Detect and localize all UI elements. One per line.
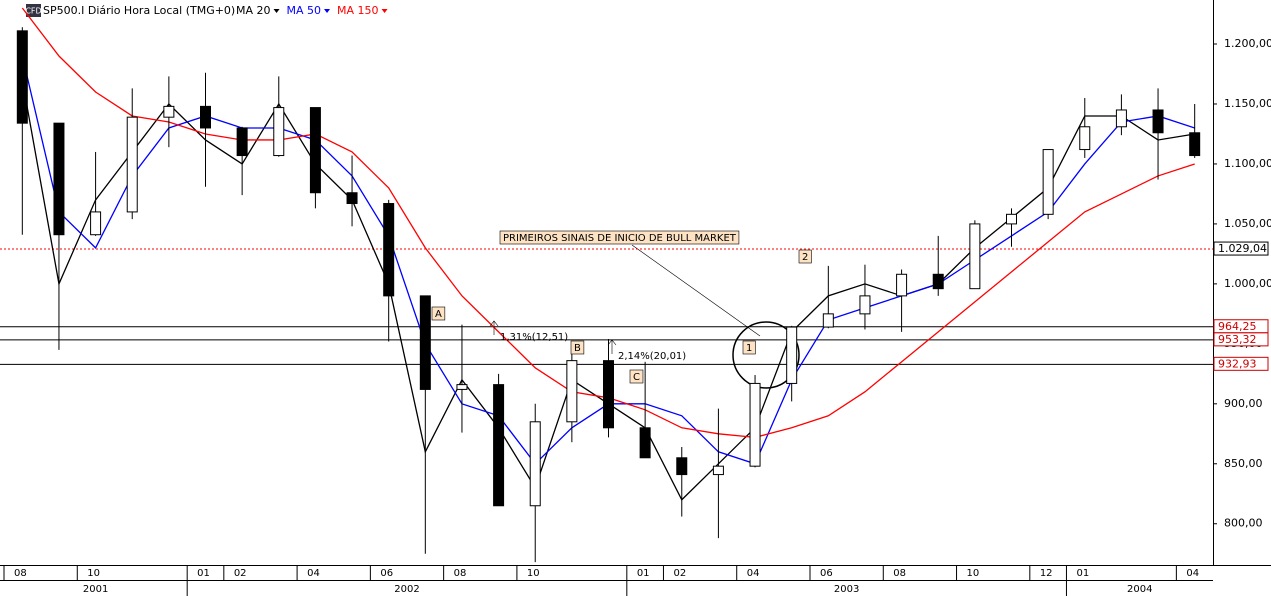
level-box (1213, 241, 1269, 256)
level-box (1213, 356, 1269, 371)
y-tick-label: 800,00 (1224, 517, 1263, 530)
legend-entry: MA 150 (337, 4, 379, 17)
x-tick-label: 06 (820, 568, 833, 579)
candle-body (16, 30, 28, 124)
y-tick-label: 850,00 (1224, 457, 1263, 470)
x-tick-label: 01 (1076, 568, 1089, 579)
candle-body (273, 107, 285, 157)
annotation-box (629, 369, 644, 384)
candle-body (932, 273, 944, 290)
candle-body (309, 107, 321, 194)
annotation-text: B (574, 343, 581, 354)
candle-body (383, 203, 395, 297)
candle-body (566, 360, 578, 423)
candle-body (493, 384, 505, 507)
x-tick-label: 10 (527, 568, 540, 579)
x-tick-label: 10 (87, 568, 100, 579)
annotation-arrow (489, 320, 499, 335)
annotation-text: C (633, 372, 640, 383)
x-tick-label: 08 (454, 568, 467, 579)
candle-body (1152, 109, 1164, 134)
candle-body (53, 122, 65, 236)
annotation-box (431, 306, 446, 321)
y-tick-label: 1.000,00 (1224, 277, 1271, 290)
candle-body (419, 295, 431, 390)
candle-body (1079, 126, 1091, 151)
level-box (1213, 332, 1269, 347)
x-tick-label: 08 (893, 568, 906, 579)
x-tick-label: 01 (637, 568, 650, 579)
year-label: 2004 (1127, 584, 1152, 595)
legend-entry: MA 20 (236, 4, 271, 17)
level-label: 964,25 (1218, 320, 1257, 333)
y-tick-label: 1.050,00 (1224, 217, 1271, 230)
x-tick-label: 04 (307, 568, 320, 579)
x-tick-label: 10 (967, 568, 980, 579)
level-label: 932,93 (1218, 357, 1257, 370)
x-tick-label: 08 (14, 568, 27, 579)
candle-body (786, 326, 798, 384)
y-tick-label: 1.100,00 (1224, 157, 1271, 170)
candle-body (1006, 213, 1017, 225)
logo-box (26, 4, 41, 17)
candle-body (200, 105, 211, 129)
y-tick-label: 1.150,00 (1224, 97, 1271, 110)
annotation-text: A (435, 309, 442, 320)
candle-body (456, 384, 468, 390)
x-tick-label: 02 (234, 568, 247, 579)
annotation-text: 1 (746, 343, 752, 354)
level-label: 1.029,04 (1218, 242, 1267, 255)
candle-body (712, 465, 724, 476)
x-tick-label: 02 (673, 568, 686, 579)
annotation-box (499, 230, 740, 245)
annotation-box (570, 340, 585, 355)
annotation-box (742, 340, 756, 355)
x-tick-label: 04 (1186, 568, 1199, 579)
callout-line (631, 244, 761, 337)
x-tick-label: 04 (747, 568, 760, 579)
candle-body (1189, 132, 1201, 157)
candle-body (749, 382, 761, 467)
logo: CFD (25, 7, 41, 16)
y-tick-label: 900,00 (1224, 397, 1263, 410)
candle-body (896, 273, 908, 297)
candle-body (822, 313, 834, 328)
y-tick-label: 1.200,00 (1224, 37, 1271, 50)
annotation-arrow (607, 339, 617, 354)
annotation-box (798, 249, 812, 264)
candle-body (126, 116, 138, 213)
x-tick-label: 12 (1040, 568, 1053, 579)
candle-body (346, 192, 358, 205)
year-label: 2003 (834, 584, 859, 595)
candle-body (1115, 109, 1127, 128)
x-tick-label: 06 (380, 568, 393, 579)
legend-entry: MA 50 (287, 4, 322, 17)
candle-body (1042, 149, 1054, 215)
candle-body (969, 223, 981, 290)
candle-body (639, 427, 651, 459)
annotation-text: PRIMEIROS SINAIS DE INICIO DE BULL MARKE… (503, 233, 737, 244)
annotation-text: 1,31%(12,51) (500, 332, 568, 343)
candle-body (859, 295, 871, 315)
legend-arrow (381, 9, 388, 13)
candle-body (90, 211, 102, 236)
candle-body (529, 421, 541, 507)
year-label: 2002 (394, 584, 419, 595)
annotation-text: 2,14%(20,01) (618, 351, 686, 362)
candle-body (236, 127, 248, 157)
candle-body (163, 105, 175, 118)
x-tick-label: 01 (197, 568, 210, 579)
legend-arrow (324, 9, 331, 13)
candle-body (603, 360, 614, 429)
legend-arrow (273, 9, 280, 13)
annotation-text: 2 (802, 252, 808, 263)
level-label: 953,32 (1218, 333, 1257, 346)
chart-title: SP500.I Diário Hora Local (TMG+0) (43, 4, 235, 17)
highlight-circle (732, 321, 800, 389)
year-label: 2001 (83, 584, 108, 595)
candle-body (676, 457, 688, 476)
